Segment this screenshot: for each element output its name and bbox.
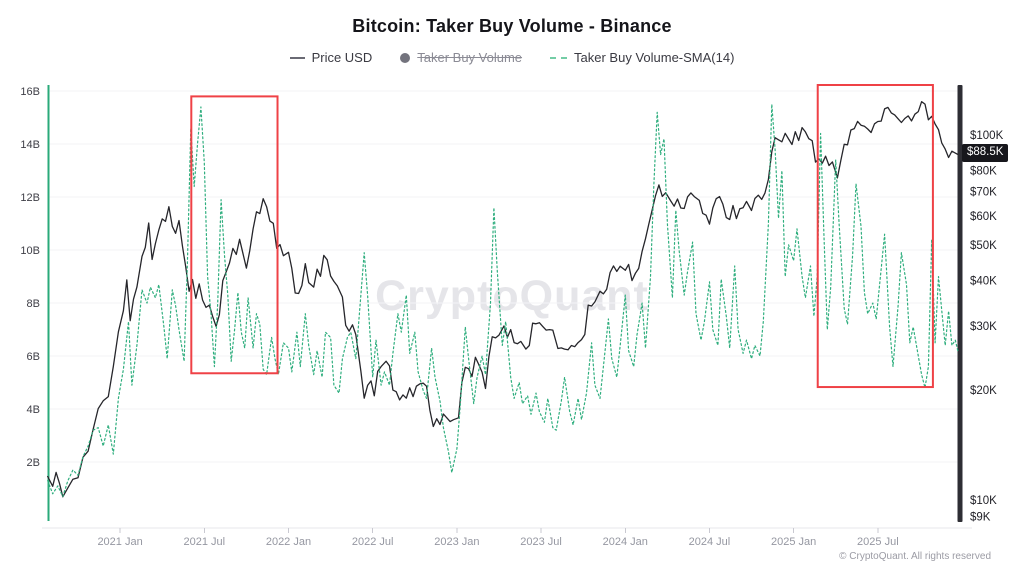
chart-title: Bitcoin: Taker Buy Volume - Binance xyxy=(352,16,672,36)
left-axis-tick-label: 16B xyxy=(20,86,40,98)
sma-dashed-line-marker-icon xyxy=(550,56,568,59)
highlight-box xyxy=(816,84,934,389)
x-tick-label: 2024 Jul xyxy=(689,536,731,548)
x-tick-label: 2025 Jan xyxy=(771,536,816,548)
right-axis-tick-label: $10K xyxy=(970,495,997,507)
right-axis-scale-bar[interactable] xyxy=(957,85,963,522)
left-axis-tick-label: 10B xyxy=(20,245,40,257)
left-axis-tick-label: 2B xyxy=(27,457,40,469)
legend-label-taker-buy-volume: Taker Buy Volume xyxy=(417,50,523,65)
legend-item-taker-buy-volume-sma[interactable]: Taker Buy Volume-SMA(14) xyxy=(550,50,734,65)
x-tick-label: 2022 Jan xyxy=(266,536,311,548)
right-axis-tick-label: $80K xyxy=(970,165,997,177)
copyright-text: © CryptoQuant. All rights reserved xyxy=(839,551,991,562)
taker-buy-volume-sma-line xyxy=(47,103,959,498)
x-tick-label: 2025 Jul xyxy=(857,536,899,548)
left-axis-tick-label: 8B xyxy=(27,298,40,310)
price-line xyxy=(47,101,959,498)
left-axis-tick-label: 14B xyxy=(20,139,40,151)
right-axis-tick-label: $70K xyxy=(970,187,997,199)
x-tick-label: 2022 Jul xyxy=(352,536,394,548)
x-tick-label: 2023 Jul xyxy=(520,536,562,548)
right-axis-tick-label: $60K xyxy=(970,211,997,223)
last-price-badge: $88.5K xyxy=(962,144,1009,162)
legend-label-taker-buy-volume-sma: Taker Buy Volume-SMA(14) xyxy=(574,50,735,65)
right-axis-tick-label: $30K xyxy=(970,321,997,333)
taker-buy-volume-circle-marker-icon xyxy=(400,52,411,63)
right-axis-tick-label: $50K xyxy=(970,240,997,252)
legend-label-price-usd: Price USD xyxy=(311,50,373,65)
x-tick-label: 2021 Jan xyxy=(97,536,142,548)
left-axis-tick-label: 6B xyxy=(27,351,40,363)
right-axis-tick-label: $40K xyxy=(970,275,997,287)
highlight-box xyxy=(190,95,279,375)
cryptoquant-watermark: CryptoQuant xyxy=(375,272,649,320)
price-line-marker-icon xyxy=(289,56,305,59)
left-axis-tick-label: 4B xyxy=(27,404,40,416)
right-axis-tick-label: $20K xyxy=(970,385,997,397)
right-axis-tick-label: $9K xyxy=(970,512,991,524)
legend-item-taker-buy-volume[interactable]: Taker Buy Volume xyxy=(400,50,522,65)
x-tick-label: 2023 Jan xyxy=(434,536,479,548)
right-axis-tick-label: $100K xyxy=(970,130,1004,142)
legend-item-price-usd[interactable]: Price USD xyxy=(289,50,373,65)
legend: Price USD Taker Buy Volume Taker Buy Vol… xyxy=(0,50,1024,65)
x-tick-label: 2024 Jan xyxy=(603,536,648,548)
left-axis-tick-label: 12B xyxy=(20,192,40,204)
x-tick-label: 2021 Jul xyxy=(183,536,225,548)
